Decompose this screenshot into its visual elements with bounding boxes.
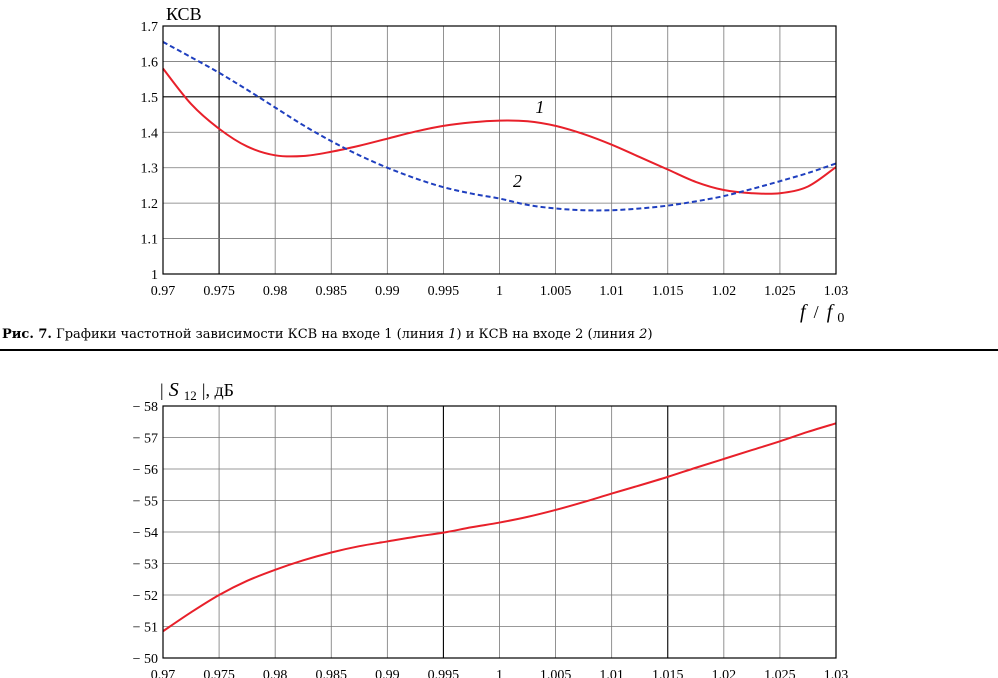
vswr-plot-frame <box>162 25 837 275</box>
vswr-y-tick-label: 1.5 <box>141 91 159 106</box>
vswr-series-line-2 <box>162 41 837 212</box>
s12-y-tick-label: − 52 <box>133 589 158 604</box>
vswr-x-tick-label: 1.025 <box>764 284 796 299</box>
figure-caption: Рис. 7. Графики частотной зависимости КС… <box>2 327 653 342</box>
s12-x-tick-label: 1.03 <box>824 668 849 678</box>
vswr-y-tick-label: 1.3 <box>141 162 159 177</box>
vswr-y-tick-label: 1.6 <box>141 55 159 70</box>
vswr-x-tick-label: 0.98 <box>263 284 288 299</box>
vswr-curve-label: 2 <box>513 171 522 191</box>
s12-x-tick-label: 1.025 <box>764 668 796 678</box>
s12-label-sub: 12 <box>184 388 197 403</box>
s12-y-tick-label: − 56 <box>133 463 158 478</box>
s12-y-tick-label: − 57 <box>133 432 158 447</box>
s12-y-tick-label: − 55 <box>133 495 158 510</box>
caption-text-c: ) <box>647 327 653 342</box>
vswr-curve-label: 1 <box>535 97 544 117</box>
vswr-x-axis-label: f / f 0 <box>800 301 844 326</box>
s12-x-tick-label: 0.995 <box>428 668 460 678</box>
s12-x-tick-label: 0.985 <box>316 668 348 678</box>
vswr-y-tick-label: 1.4 <box>141 126 159 141</box>
vswr-x-tick-label: 1.005 <box>540 284 572 299</box>
caption-line2: 2 <box>639 327 648 342</box>
s12-label-s: S <box>169 379 179 401</box>
vswr-x-tick-label: 0.985 <box>316 284 348 299</box>
s12-x-tick-label: 1.02 <box>712 668 737 678</box>
s12-series-line-S12 <box>162 422 837 633</box>
s12-label-post: |, дБ <box>202 380 234 400</box>
s12-x-tick-label: 1.01 <box>599 668 624 678</box>
s12-x-tick-label: 1.005 <box>540 668 572 678</box>
section-divider <box>0 349 998 351</box>
vswr-y-axis-label: КСВ <box>166 4 202 24</box>
s12-x-tick-label: 0.98 <box>263 668 288 678</box>
s12-y-tick-label: − 50 <box>133 652 158 667</box>
vswr-y-tick-label: 1.1 <box>141 233 159 248</box>
s12-y-axis-label: | S 12 |, дБ <box>160 379 234 404</box>
vswr-x-tick-label: 0.99 <box>375 284 400 299</box>
s12-label-pre: | <box>160 380 164 400</box>
vswr-x-tick-label: 1.03 <box>824 284 849 299</box>
s12-x-tick-label: 1 <box>496 668 503 678</box>
vswr-x-tick-label: 0.97 <box>151 284 176 299</box>
s12-y-tick-label: − 58 <box>133 400 158 415</box>
vswr-x-tick-label: 1.015 <box>652 284 684 299</box>
s12-x-tick-label: 0.975 <box>203 668 235 678</box>
vswr-series-line-1 <box>162 67 837 195</box>
vswr-y-tick-label: 1.2 <box>141 197 159 212</box>
vswr-x-tick-label: 1.02 <box>712 284 737 299</box>
s12-x-tick-label: 0.99 <box>375 668 400 678</box>
x-label-slash: / <box>814 302 819 322</box>
vswr-x-tick-label: 0.975 <box>203 284 235 299</box>
caption-text-b: ) и КСВ на входе 2 (линия <box>456 327 640 342</box>
s12-plot-frame <box>162 405 837 659</box>
caption-line1: 1 <box>448 327 457 342</box>
s12-y-tick-label: − 54 <box>133 526 158 541</box>
vswr-y-tick-label: 1.7 <box>141 20 159 35</box>
s12-y-tick-label: − 53 <box>133 558 158 573</box>
vswr-x-tick-label: 1.01 <box>599 284 624 299</box>
x-label-f0: f <box>827 301 835 323</box>
x-label-f: f <box>800 301 808 323</box>
s12-x-tick-label: 1.015 <box>652 668 684 678</box>
x-label-sub: 0 <box>837 311 844 326</box>
caption-text-a: Графики частотной зависимости КСВ на вхо… <box>56 327 449 342</box>
caption-label: Рис. 7. <box>2 327 52 342</box>
vswr-x-tick-label: 0.995 <box>428 284 460 299</box>
s12-y-tick-label: − 51 <box>133 621 158 636</box>
vswr-chart: 0.97 0.975 0.98 0.985 0.99 0.995 1 1.005 1.01 1.0… <box>141 4 849 326</box>
vswr-x-tick-label: 1 <box>496 284 503 299</box>
vswr-y-tick-label: 1 <box>151 268 158 283</box>
s12-x-tick-label: 0.97 <box>151 668 176 678</box>
